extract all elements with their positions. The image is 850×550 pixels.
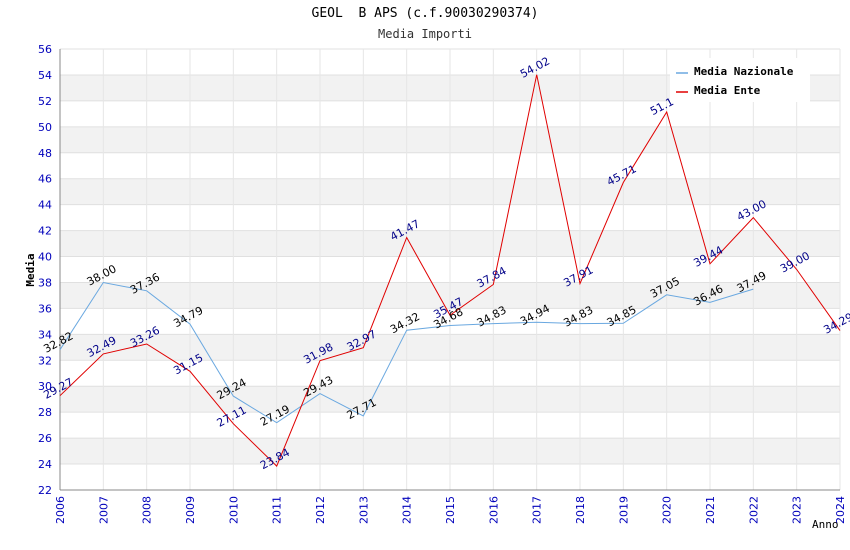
- y-tick-label: 56: [38, 43, 52, 56]
- chart-title: GEOL B APS (c.f.90030290374): [311, 6, 539, 21]
- chart-subtitle: Media Importi: [378, 27, 472, 41]
- x-tick-label: 2020: [661, 496, 674, 524]
- x-tick-label: 2022: [747, 496, 760, 524]
- x-tick-label: 2008: [141, 496, 154, 524]
- x-tick-label: 2023: [791, 496, 804, 524]
- y-tick-label: 34: [38, 328, 52, 341]
- series-line-nazionale: [59, 281, 754, 424]
- y-tick-label: 22: [38, 484, 52, 497]
- data-label: 34.29: [821, 310, 850, 336]
- x-tick-label: 2021: [704, 496, 717, 524]
- y-tick-label: 44: [38, 199, 52, 212]
- y-tick-label: 24: [38, 458, 52, 471]
- y-tick-label: 48: [38, 147, 52, 160]
- data-label: 34.32: [388, 310, 422, 336]
- y-tick-label: 26: [38, 432, 52, 445]
- x-axis-label: Anno: [812, 518, 839, 531]
- series-line-ente: [59, 74, 841, 467]
- y-tick-label: 28: [38, 406, 52, 419]
- legend-label-nazionale: Media Nazionale: [694, 65, 794, 78]
- x-tick-label: 2017: [531, 496, 544, 524]
- x-tick-label: 2011: [271, 496, 284, 524]
- y-tick-label: 52: [38, 95, 52, 108]
- y-tick-label: 32: [38, 354, 52, 367]
- x-tick-label: 2006: [54, 496, 67, 524]
- legend-box: [670, 58, 810, 102]
- x-tick-label: 2009: [184, 496, 197, 524]
- y-tick-label: 46: [38, 173, 52, 186]
- x-tick-label: 2013: [357, 496, 370, 524]
- x-tick-label: 2016: [487, 496, 500, 524]
- y-tick-label: 36: [38, 302, 52, 315]
- y-tick-label: 40: [38, 251, 52, 264]
- legend-label-ente: Media Ente: [694, 84, 761, 97]
- x-tick-label: 2019: [617, 496, 630, 524]
- x-tick-label: 2014: [401, 496, 414, 524]
- legend: Media Nazionale Media Ente: [670, 58, 810, 102]
- y-tick-label: 42: [38, 225, 52, 238]
- x-tick-label: 2010: [227, 496, 240, 524]
- x-tick-label: 2007: [97, 496, 110, 524]
- grid-lines: [59, 48, 841, 491]
- x-tick-label: 2015: [444, 496, 457, 524]
- series-lines: [59, 74, 841, 467]
- y-tick-label: 38: [38, 276, 52, 289]
- x-tick-label: 2018: [574, 496, 587, 524]
- x-tick-label: 2012: [314, 496, 327, 524]
- y-tick-label: 30: [38, 380, 52, 393]
- x-tick-label: 2024: [834, 496, 847, 524]
- axes: 22 24 26 28 30 32 34 36 38 40 42 44 46 48 50 52 54 56 2006…: [38, 43, 847, 524]
- y-tick-label: 50: [38, 121, 52, 134]
- y-axis-label: Media: [24, 253, 37, 286]
- y-tick-label: 54: [38, 69, 52, 82]
